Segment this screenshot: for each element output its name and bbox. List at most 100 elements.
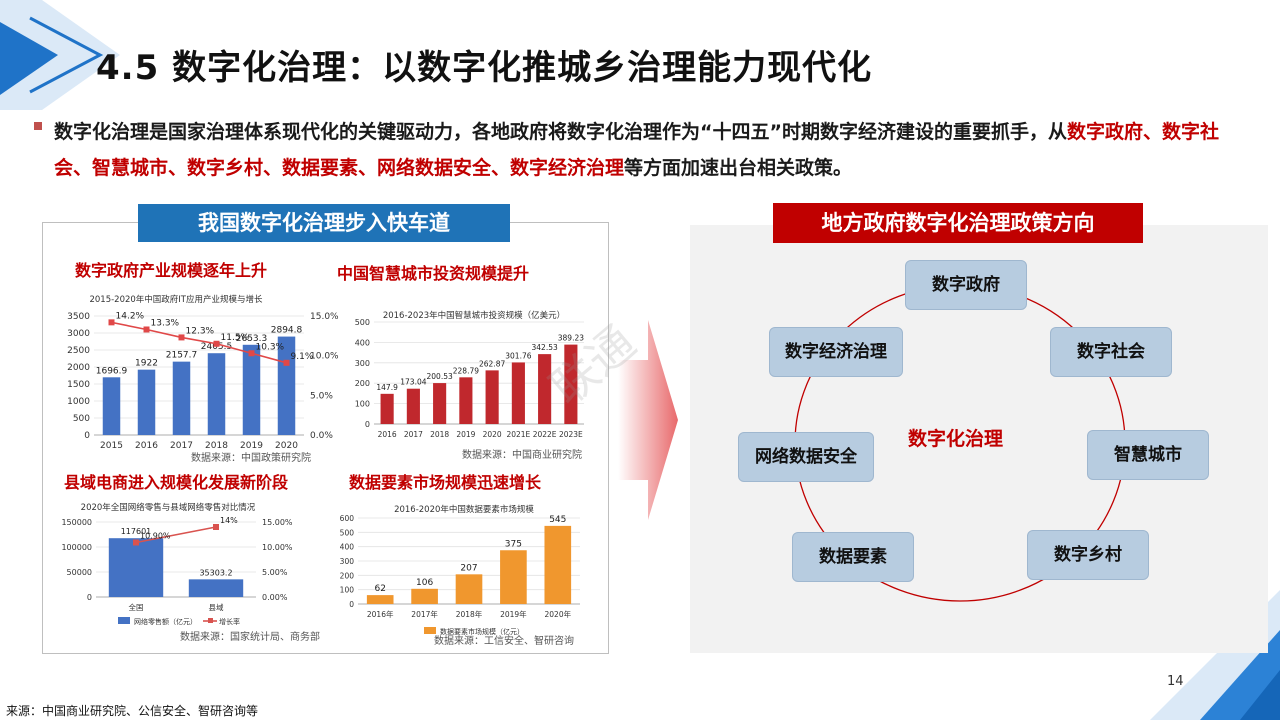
x-tick-label: 2019年 [500,609,527,619]
y-tick-label: 100 [340,586,355,595]
value-label: 117601 [121,527,152,536]
bar [137,369,156,435]
y2-tick-label: 15.0% [310,312,339,322]
rate-label: 10.3% [256,342,285,352]
gov-it-chart: 2015-2020年中国政府IT应用产业规模与增长 0 500 1000 1500 200… [46,282,346,464]
x-tick-label: 2018年 [456,609,483,619]
value-label: 228.79 [453,366,479,375]
x-tick-label: 2018 [430,430,449,439]
y-tick-label: 2500 [67,346,90,356]
cycle-center-label: 数字化治理 [908,428,1004,450]
flow-arrow [618,320,678,520]
page-number: 14 [1167,674,1184,689]
value-label: 262.87 [479,359,505,368]
rate-label: 13.3% [151,318,180,328]
rate-point [178,334,185,341]
bar [242,344,261,435]
rate-point [283,359,290,366]
subtitle-gov: 数字政府产业规模逐年上升 [75,261,268,280]
y-tick-label: 0 [365,420,370,429]
legend-swatch [424,627,436,634]
node-digital-village: 数字乡村 [1027,530,1149,580]
value-label: 1922 [135,359,158,369]
subtitle-city: 中国智慧城市投资规模提升 [337,264,530,283]
y-tick-label: 3000 [67,329,90,339]
rate-label: 10.90% [140,532,171,541]
legend-swatch [118,617,130,624]
y-tick-label: 100000 [61,543,92,552]
rate-label: 11.5% [221,333,250,343]
y-tick-label: 300 [355,359,370,368]
chart-source: 数据来源：国家统计局、商务部 [180,630,320,643]
chart-background [46,282,346,464]
bar [459,377,473,424]
x-tick-label: 2021E [506,430,530,439]
y2-tick-label: 0.00% [262,593,288,602]
y2-tick-label: 5.00% [262,568,288,577]
bar [500,550,527,604]
rate-point [143,326,150,333]
legend-label: 增长率 [219,617,240,626]
value-label: 375 [505,539,522,549]
value-label: 2653.3 [236,334,268,344]
chart-title: 2016-2023年中国智慧城市投资规模（亿美元） [383,310,565,321]
bar [485,370,499,424]
legend-label: 网络零售额（亿元） [134,617,197,626]
value-label: 35303.2 [199,568,232,577]
bar [406,388,420,424]
chart-source: 数据来源：中国政策研究院 [191,451,311,464]
node-data-elements: 数据要素 [792,532,914,582]
rate-line [111,321,287,364]
data-market-chart: 2016-2020年中国数据要素市场规模 0 100 200 300 400 500 600 2… [336,494,590,650]
y-tick-label: 500 [340,528,355,537]
y-tick-label: 1500 [67,380,90,390]
chart-title: 2020年全国网络零售与县域网络零售对比情况 [81,502,256,513]
bar [544,525,572,604]
y-tick-label: 400 [340,543,355,552]
x-tick-label: 2016 [135,441,158,451]
y2-tick-label: 0.0% [310,431,333,441]
value-label: 389.23 [558,334,584,343]
bar [511,362,525,424]
value-label: 2405.5 [201,342,233,352]
y-tick-label: 3500 [67,312,90,322]
x-tick-label: 2017 [170,441,193,451]
y-tick-label: 200 [355,379,370,388]
y2-tick-label: 5.0% [310,391,333,401]
left-banner: 我国数字化治理步入快车道 [138,204,510,242]
value-label: 545 [549,515,566,525]
page-title: 4.5 数字化治理：以数字化推城乡治理能力现代化 [96,48,873,88]
y-tick-label: 150000 [61,518,92,527]
y-tick-label: 1000 [67,397,90,407]
y-tick-label: 0 [349,600,354,609]
y-tick-label: 200 [340,571,355,580]
subtitle-county: 县域电商进入规模化发展新阶段 [64,473,289,492]
y-tick-label: 600 [340,514,355,523]
y2-tick-label: 10.0% [310,352,339,362]
rate-point [133,539,139,546]
x-tick-label: 2019 [240,441,263,451]
chart-title: 2016-2020年中国数据要素市场规模 [394,504,534,515]
y-tick-label: 0 [84,431,90,441]
x-tick-label: 2020 [483,430,502,439]
rate-line [135,526,217,544]
node-network-data-security: 网络数据安全 [738,432,874,482]
rate-point [213,340,220,347]
x-tick-label: 2016年 [367,609,394,619]
y-tick-label: 400 [355,338,370,347]
legend-swatch [208,618,213,623]
value-label: 207 [460,563,477,573]
bullet-marker [34,122,42,130]
y-tick-label: 500 [355,318,370,327]
y-tick-label: 50000 [67,568,92,577]
bar [207,353,226,435]
x-tick-label: 2023E [559,430,583,439]
x-tick-label: 全国 [129,602,144,612]
x-tick-label: 县域 [209,602,224,612]
node-digital-government: 数字政府 [905,260,1027,310]
right-banner: 地方政府数字化治理政策方向 [773,203,1143,243]
rate-point [108,319,115,326]
county-ecommerce-chart: 2020年全国网络零售与县域网络零售对比情况 0 50000 100000 150000… [46,494,330,646]
footer-source: 来源：中国商业研究院、公信安全、智研咨询等 [6,704,259,718]
value-label: 147.9 [376,383,398,392]
